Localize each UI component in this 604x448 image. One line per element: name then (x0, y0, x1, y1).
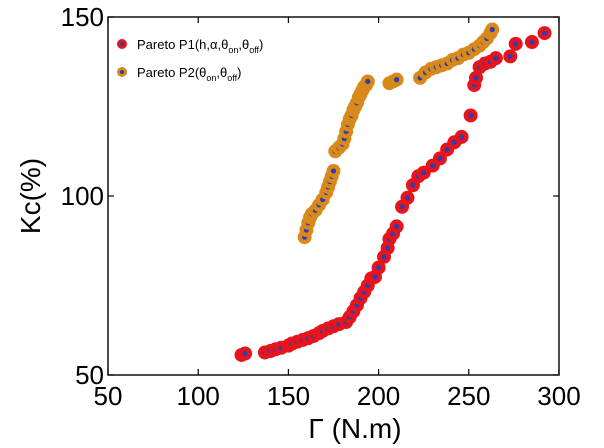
data-point (360, 74, 375, 89)
y-axis-title: Kc(%) (15, 158, 46, 234)
legend-label: Pareto P2(θon,θoff) (137, 65, 241, 83)
data-point-inner (404, 195, 411, 201)
y-tick-label: 100 (61, 181, 104, 211)
data-point-inner (451, 139, 457, 145)
tick-marks (107, 16, 560, 376)
x-tick-label: 250 (447, 381, 490, 411)
legend-label-part: ) (237, 65, 241, 80)
data-point (537, 26, 552, 41)
legend-label-subscript: off (249, 45, 259, 55)
data-point (454, 129, 469, 144)
data-point (389, 219, 404, 234)
data-point (503, 49, 518, 64)
data-point-inner (399, 204, 405, 210)
data-point (485, 22, 500, 37)
data-point (508, 36, 523, 51)
legend: Pareto P1(h,α,θon,θoff)Pareto P2(θon,θof… (117, 37, 263, 83)
data-point (371, 260, 386, 275)
legend-marker-center (120, 42, 124, 46)
y-tick-label: 150 (61, 2, 104, 32)
x-axis-title: Γ (N.m) (308, 413, 401, 444)
data-point-inner (541, 30, 548, 36)
data-point-inner (385, 245, 391, 251)
data-point-inner (381, 254, 387, 260)
legend-label-base: Pareto P2(θ (137, 65, 206, 80)
data-point-inner (394, 223, 400, 230)
y-tick-label: 50 (75, 360, 104, 390)
data-point-inner (507, 53, 513, 59)
data-point (238, 346, 253, 361)
data-point-inner (489, 26, 495, 33)
series-pareto-p2 (297, 22, 500, 245)
data-point-inner (376, 265, 382, 271)
data-point-inner (473, 75, 479, 81)
data-point (524, 35, 539, 50)
x-tick-label: 300 (537, 381, 580, 411)
series-pareto-p1 (234, 26, 552, 362)
data-point (389, 72, 404, 87)
x-tick-labels: 50 100 150 200 250 300 (94, 381, 581, 411)
legend-label-subscript: off (227, 73, 237, 83)
data-point (400, 190, 415, 205)
data-point-inner (410, 182, 416, 188)
data-point-inner (394, 77, 400, 83)
data-point-inner (421, 170, 427, 176)
data-point-inner (458, 134, 465, 140)
y-tick-labels: 50 100 150 (61, 2, 104, 390)
data-point-inner (365, 78, 371, 85)
data-point-inner (468, 112, 474, 119)
legend-label-base: Pareto P1(h,α,θ (137, 37, 228, 52)
legend-label: Pareto P1(h,α,θon,θoff) (137, 37, 263, 55)
legend-label-subscript: on (228, 45, 238, 55)
x-tick-label: 100 (177, 381, 220, 411)
data-point (488, 51, 503, 66)
data-point (469, 70, 484, 85)
legend-item: Pareto P1(h,α,θon,θoff) (117, 37, 263, 55)
legend-label-subscript: on (206, 73, 216, 83)
data-point-inner (242, 350, 248, 357)
data-point (326, 163, 341, 178)
data-point-inner (444, 146, 450, 153)
legend-label-part: ,θ (238, 37, 249, 52)
data-point-inner (437, 155, 443, 162)
data-point (463, 108, 478, 123)
x-tick-label: 50 (94, 381, 123, 411)
data-point-inner (372, 274, 378, 280)
data-point-inner (330, 168, 337, 174)
data-point-inner (493, 55, 499, 61)
data-point-inner (513, 41, 519, 47)
legend-item: Pareto P2(θon,θoff) (117, 65, 241, 83)
x-tick-label: 150 (267, 381, 310, 411)
legend-label-part: ) (259, 37, 263, 52)
data-point-inner (529, 39, 535, 45)
x-tick-label: 200 (357, 381, 400, 411)
legend-marker-center (120, 70, 124, 74)
legend-label-part: ,θ (216, 65, 227, 80)
data-point-inner (430, 162, 436, 169)
